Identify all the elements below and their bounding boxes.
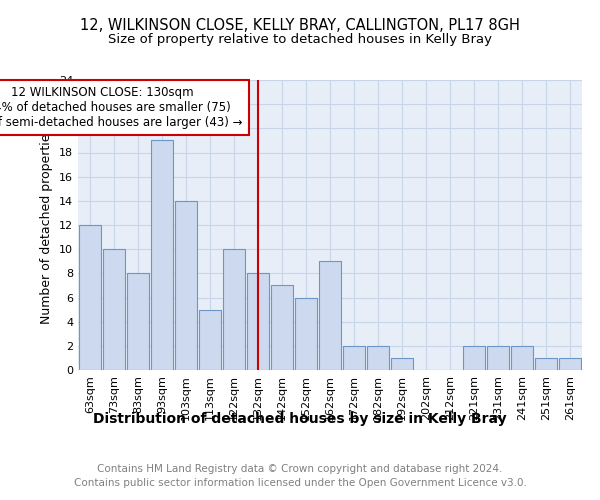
- Bar: [175, 201, 197, 370]
- Bar: [559, 358, 581, 370]
- Text: Distribution of detached houses by size in Kelly Bray: Distribution of detached houses by size …: [93, 412, 507, 426]
- Bar: [127, 274, 149, 370]
- Bar: [151, 140, 173, 370]
- Text: 12, WILKINSON CLOSE, KELLY BRAY, CALLINGTON, PL17 8GH: 12, WILKINSON CLOSE, KELLY BRAY, CALLING…: [80, 18, 520, 32]
- Text: Size of property relative to detached houses in Kelly Bray: Size of property relative to detached ho…: [108, 32, 492, 46]
- Bar: [535, 358, 557, 370]
- Bar: [463, 346, 485, 370]
- Bar: [319, 261, 341, 370]
- Bar: [343, 346, 365, 370]
- Text: 12 WILKINSON CLOSE: 130sqm
← 64% of detached houses are smaller (75)
36% of semi: 12 WILKINSON CLOSE: 130sqm ← 64% of deta…: [0, 86, 243, 129]
- Bar: [487, 346, 509, 370]
- Bar: [103, 249, 125, 370]
- Bar: [391, 358, 413, 370]
- Bar: [247, 274, 269, 370]
- Bar: [199, 310, 221, 370]
- Bar: [295, 298, 317, 370]
- Bar: [223, 249, 245, 370]
- Bar: [511, 346, 533, 370]
- Y-axis label: Number of detached properties: Number of detached properties: [40, 126, 53, 324]
- Bar: [367, 346, 389, 370]
- Bar: [271, 286, 293, 370]
- Bar: [79, 225, 101, 370]
- Text: Contains HM Land Registry data © Crown copyright and database right 2024.
Contai: Contains HM Land Registry data © Crown c…: [74, 464, 526, 487]
